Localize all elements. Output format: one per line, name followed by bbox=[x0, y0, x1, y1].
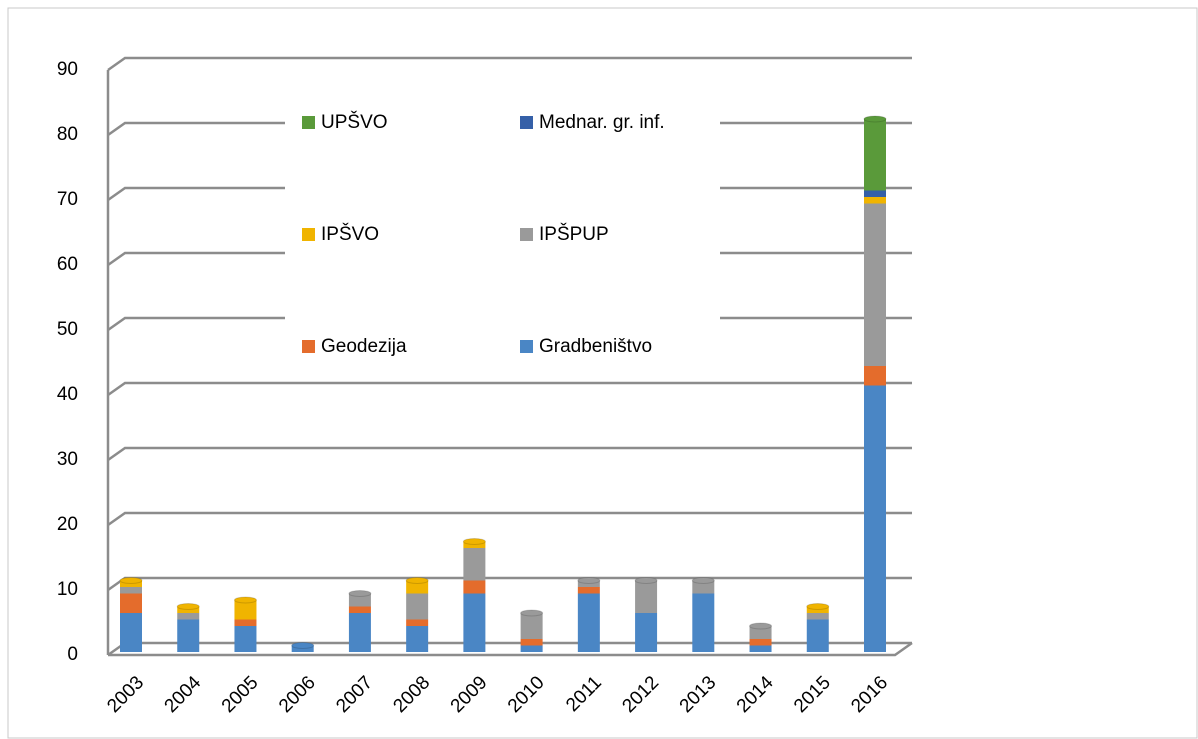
bar-segment bbox=[864, 203, 886, 366]
bar-segment bbox=[577, 593, 600, 652]
bar-segment bbox=[635, 580, 658, 613]
legend-label: IPŠPUP bbox=[539, 223, 609, 245]
legend-swatch bbox=[520, 228, 533, 241]
bar-segment bbox=[120, 580, 142, 587]
bar-segment bbox=[749, 645, 772, 652]
bar-cap bbox=[291, 642, 315, 649]
bar-segment bbox=[406, 619, 429, 626]
bar-segment bbox=[864, 190, 886, 197]
bar-segment bbox=[635, 613, 658, 652]
bar-cap bbox=[119, 577, 143, 584]
bar-segment bbox=[234, 626, 257, 652]
legend-label: IPŠVO bbox=[321, 223, 379, 245]
y-tick-label: 50 bbox=[57, 319, 78, 340]
grid-line bbox=[107, 511, 912, 527]
bar-segment bbox=[234, 619, 257, 626]
bar-segment bbox=[348, 606, 371, 613]
bar-segment bbox=[463, 548, 486, 581]
legend-label: Gradbeništvo bbox=[539, 336, 652, 357]
bar-segment bbox=[177, 619, 200, 652]
bar-segment bbox=[463, 541, 486, 548]
bar-cap bbox=[863, 115, 887, 123]
y-tick-label: 40 bbox=[57, 384, 78, 405]
legend-swatch bbox=[302, 116, 315, 129]
legend-label: Geodezija bbox=[321, 336, 407, 357]
y-tick-label: 90 bbox=[57, 59, 78, 80]
bar-cap bbox=[520, 609, 544, 617]
legend-box bbox=[285, 100, 720, 380]
bar-cap bbox=[691, 577, 715, 584]
bar-segment bbox=[406, 626, 429, 652]
y-tick-label: 70 bbox=[57, 189, 78, 210]
bar-segment bbox=[463, 580, 486, 594]
bar-segment bbox=[234, 600, 257, 620]
bar-segment bbox=[749, 626, 772, 639]
bar-segment bbox=[864, 366, 886, 386]
bar-segment bbox=[692, 593, 715, 652]
bar-cap bbox=[806, 603, 830, 610]
bar-segment bbox=[120, 587, 142, 594]
grid-line bbox=[107, 381, 912, 397]
bar-cap bbox=[462, 538, 486, 545]
bar-cap bbox=[634, 577, 658, 584]
bar-segment bbox=[406, 593, 429, 620]
bar-segment bbox=[520, 639, 543, 646]
y-tick-label: 80 bbox=[57, 124, 78, 145]
bar-cap bbox=[348, 590, 372, 597]
grid-line bbox=[107, 446, 912, 462]
bar-segment bbox=[120, 593, 142, 613]
bar-segment bbox=[520, 645, 543, 652]
bar-cap bbox=[577, 577, 601, 584]
grid-line bbox=[107, 56, 912, 72]
bar-segment bbox=[348, 613, 371, 652]
bar-segment bbox=[864, 385, 886, 652]
bar-cap bbox=[749, 622, 773, 630]
bar-segment bbox=[463, 593, 486, 652]
bar-segment bbox=[806, 606, 829, 613]
floor-front bbox=[108, 641, 913, 657]
bar-segment bbox=[406, 580, 429, 594]
bar-segment bbox=[806, 613, 829, 620]
bar-segment bbox=[864, 197, 886, 204]
bar-cap bbox=[405, 577, 429, 584]
bar-segment bbox=[291, 645, 314, 652]
y-tick-label: 10 bbox=[57, 579, 78, 600]
bar-segment bbox=[864, 119, 886, 191]
legend-label: Mednar. gr. inf. bbox=[539, 112, 665, 133]
legend-swatch bbox=[520, 116, 533, 129]
bar-segment bbox=[577, 580, 600, 587]
bar-cap bbox=[176, 603, 200, 610]
bar-cap bbox=[233, 596, 257, 604]
bar-segment bbox=[577, 587, 600, 594]
bar-segment bbox=[177, 606, 200, 613]
y-tick-label: 60 bbox=[57, 254, 78, 275]
bar-segment bbox=[749, 639, 772, 646]
bar-segment bbox=[806, 619, 829, 652]
bar-segment bbox=[177, 613, 200, 620]
bar-segment bbox=[120, 613, 142, 652]
bar-segment bbox=[692, 580, 715, 594]
y-tick-label: 0 bbox=[67, 644, 78, 665]
y-tick-label: 30 bbox=[57, 449, 78, 470]
legend-swatch bbox=[302, 340, 315, 353]
legend-label: UPŠVO bbox=[321, 111, 388, 133]
legend-swatch bbox=[302, 228, 315, 241]
bar-segment bbox=[348, 593, 371, 607]
y-tick-label: 20 bbox=[57, 514, 78, 535]
legend-swatch bbox=[520, 340, 533, 353]
bar-segment bbox=[520, 613, 543, 639]
